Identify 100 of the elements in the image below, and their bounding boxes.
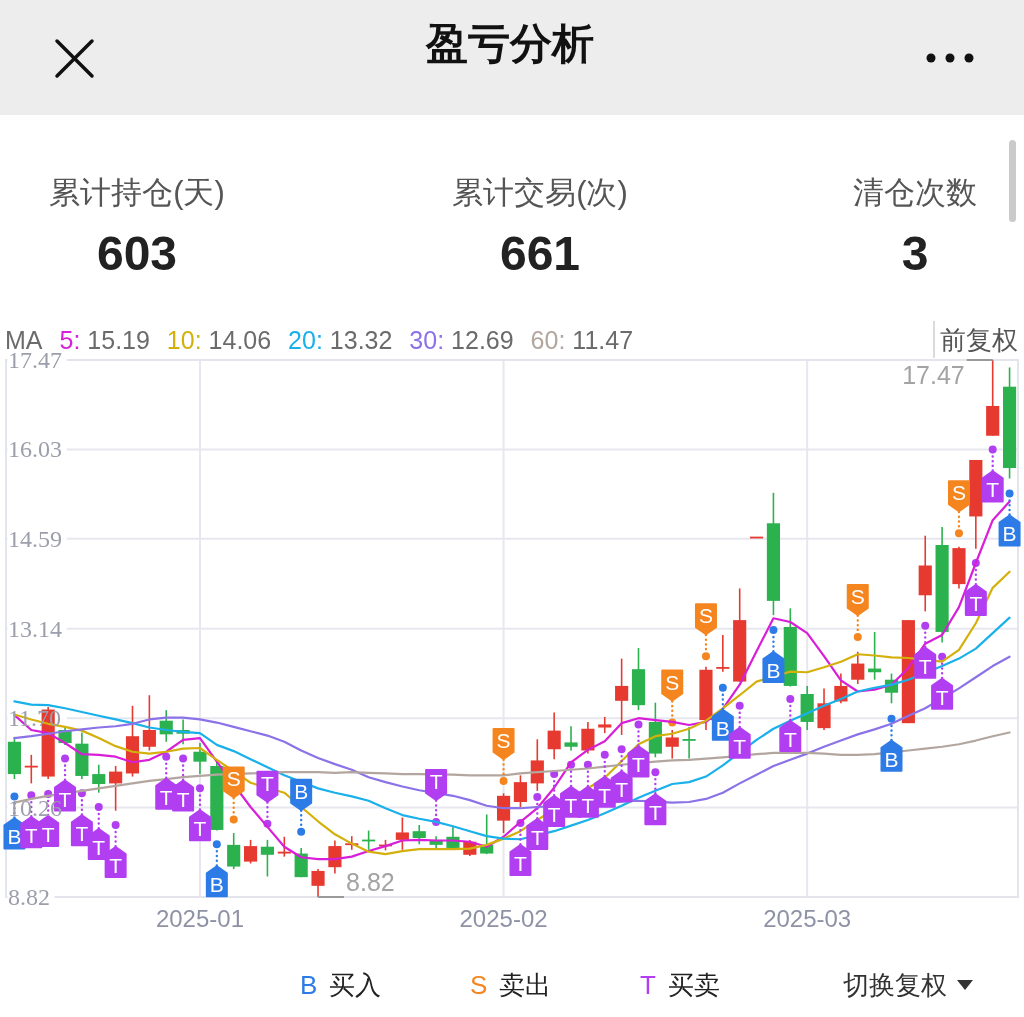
candlestick — [109, 765, 123, 812]
candlestick — [142, 694, 156, 752]
data-label: B — [715, 716, 730, 740]
x-tick-label: 2025-03 — [763, 905, 852, 932]
data-label: T — [783, 727, 797, 751]
data-label: T — [530, 826, 544, 850]
candlestick — [851, 650, 865, 685]
text: S 卖出 — [470, 970, 552, 1000]
candlestick — [24, 754, 38, 785]
y-tick-label: 8.82 — [8, 884, 50, 910]
candlestick — [243, 839, 258, 865]
data-label: T — [598, 783, 612, 807]
data-label: T — [581, 793, 595, 817]
data-label: T — [41, 822, 55, 846]
data-label: B — [1002, 522, 1017, 546]
text: 20: 13.32 — [288, 326, 393, 354]
text: 累计持仓(天) — [49, 175, 225, 210]
point — [533, 793, 542, 802]
data-label: S — [665, 670, 680, 694]
point — [769, 626, 778, 635]
data-label: T — [176, 787, 190, 811]
data-label: S — [951, 481, 966, 505]
text: 切换复权 — [843, 970, 947, 1000]
x-tick-label: 2025-01 — [155, 905, 245, 932]
candlestick — [682, 726, 696, 760]
candlestick — [277, 835, 291, 858]
point — [735, 701, 744, 710]
candlestick — [311, 868, 325, 898]
point — [499, 776, 508, 785]
data-label: B — [294, 779, 309, 803]
point — [212, 840, 221, 849]
data-label: T — [615, 778, 629, 802]
point — [229, 815, 238, 824]
data-label: B — [884, 747, 899, 771]
point — [921, 621, 930, 630]
data-label: T — [159, 785, 173, 809]
candlestick — [412, 824, 426, 846]
point — [786, 694, 795, 703]
text: 前复权 — [940, 325, 1018, 355]
text: 10: 14.06 — [166, 326, 272, 354]
text: 603 — [96, 227, 178, 280]
text: 盈亏分析 — [425, 20, 594, 67]
candlestick — [193, 742, 207, 775]
candlestick — [513, 774, 528, 808]
data-label: B — [7, 825, 22, 849]
point — [651, 768, 660, 777]
candlestick — [260, 839, 275, 878]
data-label: S — [698, 604, 713, 628]
data-label: T — [564, 793, 578, 817]
data-label: T — [24, 824, 38, 848]
text: 3 — [901, 227, 929, 280]
y-tick-label: 13.14 — [8, 615, 62, 642]
point — [1005, 489, 1014, 498]
point — [111, 820, 120, 829]
point — [887, 714, 896, 723]
candlestick — [581, 721, 595, 755]
data-label: S — [226, 767, 241, 791]
data-label: T — [733, 734, 747, 758]
annotation: 8.82 — [346, 868, 395, 896]
annotation: 17.47 — [902, 361, 965, 389]
y-tick-label: 16.03 — [8, 436, 62, 463]
data-label: T — [935, 685, 949, 709]
data-label: T — [648, 801, 662, 825]
data-label: S — [850, 584, 865, 608]
data-label: T — [514, 852, 528, 876]
data-label: T — [547, 803, 561, 827]
text: B 买入 — [300, 970, 382, 1000]
point — [94, 802, 103, 811]
data-label: T — [193, 817, 207, 841]
data-label: T — [429, 769, 443, 793]
candlestick — [615, 657, 629, 736]
text: 661 — [499, 227, 581, 280]
data-label: T — [986, 478, 1000, 502]
point — [938, 652, 947, 661]
data-label: T — [75, 822, 89, 846]
candlestick — [395, 816, 409, 851]
data-label: T — [918, 654, 932, 678]
data-label: S — [496, 728, 511, 752]
point — [701, 652, 710, 661]
candlestick — [547, 711, 561, 760]
point — [634, 720, 643, 729]
candlestick — [598, 716, 612, 734]
candlestick — [564, 725, 578, 752]
text: 5: 15.19 — [59, 326, 150, 354]
point — [195, 784, 204, 793]
data-label: T — [632, 753, 646, 777]
y-tick-label: 14.59 — [8, 525, 62, 552]
x-tick-label: 2025-02 — [459, 905, 548, 932]
point — [988, 445, 997, 454]
point — [61, 754, 70, 763]
data-label: T — [969, 592, 983, 615]
data-label: T — [109, 853, 123, 877]
point — [179, 754, 188, 763]
data-label: T — [261, 771, 275, 795]
text: T 买卖 — [640, 970, 720, 1000]
candlestick — [665, 729, 679, 760]
data-label: B — [209, 873, 224, 897]
data-label: T — [92, 835, 106, 859]
point — [853, 632, 862, 641]
point — [600, 750, 609, 759]
